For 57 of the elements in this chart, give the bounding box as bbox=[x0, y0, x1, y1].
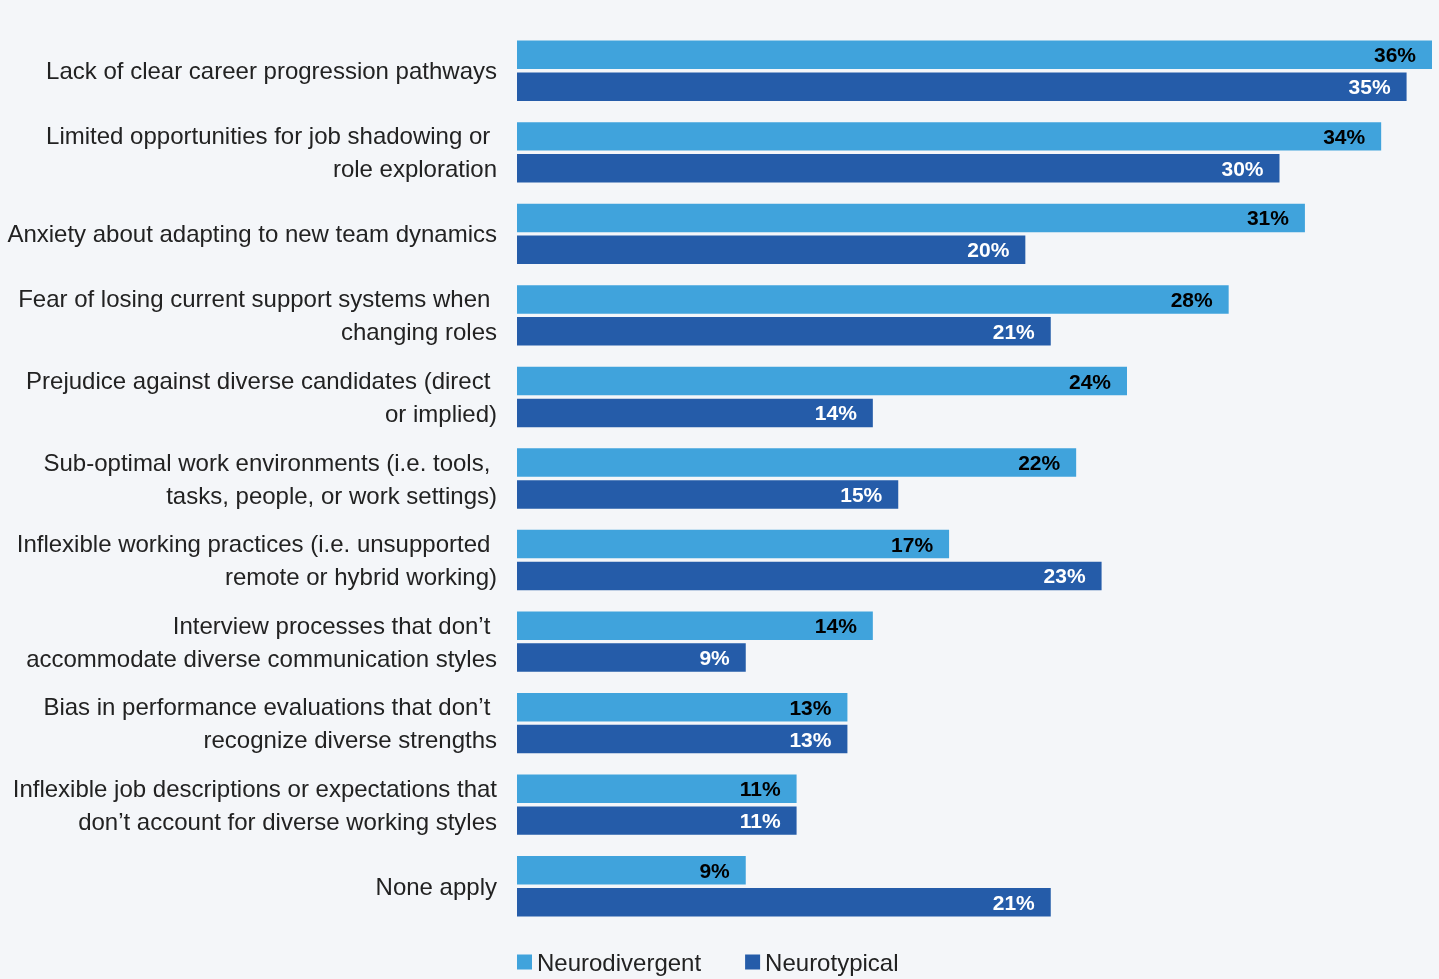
data-label: 21% bbox=[992, 890, 1036, 914]
bar bbox=[517, 480, 899, 509]
y-tick-label: None apply bbox=[375, 872, 497, 900]
y-tick-label: Fear of losing current support systems when changing roles bbox=[18, 285, 497, 346]
y-tick-label: Inflexible working practices (i.e. unsupported remote or hybrid working) bbox=[16, 530, 497, 591]
data-label: 22% bbox=[1018, 451, 1061, 475]
data-label: 9% bbox=[699, 646, 731, 670]
bar bbox=[517, 122, 1382, 151]
data-label: 30% bbox=[1221, 156, 1264, 180]
bar bbox=[517, 40, 1432, 70]
bar bbox=[517, 774, 797, 803]
bar bbox=[517, 154, 1280, 183]
bar bbox=[517, 856, 746, 885]
data-label: 14% bbox=[814, 614, 858, 638]
bar bbox=[517, 317, 1051, 346]
data-label: 21% bbox=[992, 319, 1036, 343]
y-tick-label: Interview processes that don’t accommodate diverse communication styles bbox=[26, 611, 497, 672]
y-tick-label: Lack of clear career progression pathways bbox=[46, 57, 497, 85]
y-tick-label: Prejudice against diverse candidates (direct or implied) bbox=[26, 366, 497, 427]
bar bbox=[517, 724, 848, 754]
data-label: 35% bbox=[1348, 75, 1391, 99]
data-label: 13% bbox=[789, 695, 832, 719]
y-tick-label: Inflexible job descriptions or expectations that don’t account for diverse working styles bbox=[12, 774, 498, 835]
data-label: 15% bbox=[840, 482, 883, 506]
legend-label: Neurodivergent bbox=[537, 948, 702, 976]
bar bbox=[517, 285, 1229, 314]
data-label: 14% bbox=[814, 401, 858, 425]
data-label: 13% bbox=[789, 727, 832, 751]
bar bbox=[517, 203, 1305, 233]
bar bbox=[517, 806, 797, 835]
bar bbox=[517, 887, 1051, 917]
bar bbox=[517, 529, 950, 559]
bar bbox=[517, 72, 1407, 101]
bar bbox=[517, 561, 1102, 591]
data-label: 34% bbox=[1323, 124, 1366, 148]
bar bbox=[517, 692, 848, 722]
data-label: 11% bbox=[739, 809, 781, 833]
data-label: 36% bbox=[1373, 43, 1417, 67]
y-tick-label: Limited opportunities for job shadowing or role exploration bbox=[46, 122, 497, 183]
data-label: 23% bbox=[1043, 564, 1086, 588]
bar bbox=[517, 366, 1127, 396]
data-label: 31% bbox=[1246, 206, 1290, 230]
bar bbox=[517, 643, 746, 672]
data-label: 9% bbox=[699, 858, 731, 882]
data-label: 24% bbox=[1068, 369, 1112, 393]
bar bbox=[517, 448, 1077, 477]
legend-label: Neurotypical bbox=[765, 948, 899, 976]
y-tick-label: Sub-optimal work environments (i.e. tools, tasks, people, or work settings) bbox=[43, 448, 497, 509]
y-tick-label: Bias in performance evaluations that don’t recognize diverse strengths bbox=[43, 693, 497, 754]
bar bbox=[517, 398, 873, 428]
y-tick-label: Anxiety about adapting to new team dynamics bbox=[7, 220, 497, 248]
data-label: 17% bbox=[891, 532, 934, 556]
bar bbox=[517, 611, 873, 640]
data-label: 20% bbox=[967, 238, 1010, 262]
data-label: 28% bbox=[1170, 287, 1213, 311]
data-label: 11% bbox=[739, 777, 781, 801]
bar bbox=[517, 235, 1026, 265]
